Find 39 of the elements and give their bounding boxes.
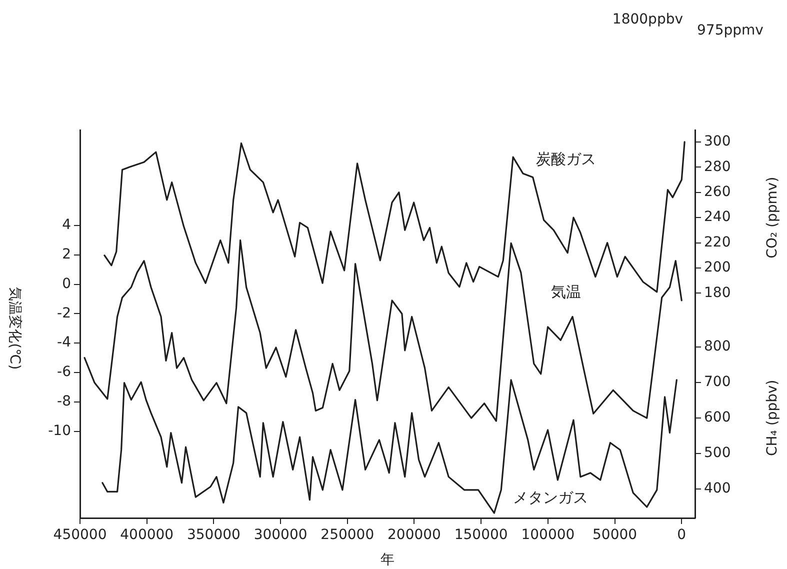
x-tick-label: 350000 [186, 527, 240, 544]
y-tick-label: 4 [62, 217, 72, 234]
y-tick-label: -2 [57, 305, 71, 322]
y3-tick-label: 700 [704, 374, 731, 390]
y-tick-label: -8 [57, 394, 71, 410]
y-tick-label: 2 [62, 246, 71, 263]
y3-tick-label: 600 [704, 410, 731, 426]
y2-tick-label: 180 [704, 284, 731, 301]
y3-tick-label: 400 [704, 480, 731, 497]
x-tick-label: 100000 [521, 527, 575, 544]
y3-tick-label: 500 [704, 445, 731, 462]
x-tick-label: 450000 [53, 527, 107, 544]
y2-tick-label: 240 [704, 209, 731, 226]
y3-axis-title: CH₄ (ppbv) [764, 380, 781, 456]
y-tick-label: -4 [57, 334, 72, 351]
y-tick-label: -10 [48, 422, 71, 439]
y2-tick-label: 300 [704, 134, 731, 150]
x-tick-label: 250000 [320, 527, 374, 544]
series-label: メタンガス [512, 488, 588, 506]
text: 975ppmv [697, 22, 764, 39]
y3-tick-label: 800 [704, 338, 731, 355]
y-axis-title: 気温変化(℃) [6, 287, 22, 370]
x-tick-label: 200000 [388, 527, 441, 544]
y2-axis-title: CO₂ (ppmv) [764, 176, 781, 258]
series-label: 炭酸ガス [536, 150, 596, 168]
y2-tick-label: 280 [704, 158, 731, 175]
y-tick-label: 0 [62, 276, 71, 292]
x-tick-label: 400000 [120, 527, 174, 544]
x-axis-title: 年 [380, 552, 394, 568]
x-tick-label: 150000 [454, 527, 508, 544]
x-tick-label: 300000 [254, 527, 308, 544]
x-tick-label: 0 [677, 527, 686, 544]
series-label: 気温 [550, 282, 581, 301]
y2-tick-label: 260 [704, 184, 731, 200]
y2-tick-label: 200 [704, 260, 731, 276]
y-tick-label: -6 [57, 364, 72, 380]
x-tick-label: 50000 [592, 527, 638, 544]
y2-tick-label: 220 [704, 234, 731, 250]
text: 1800ppbv [612, 12, 683, 28]
